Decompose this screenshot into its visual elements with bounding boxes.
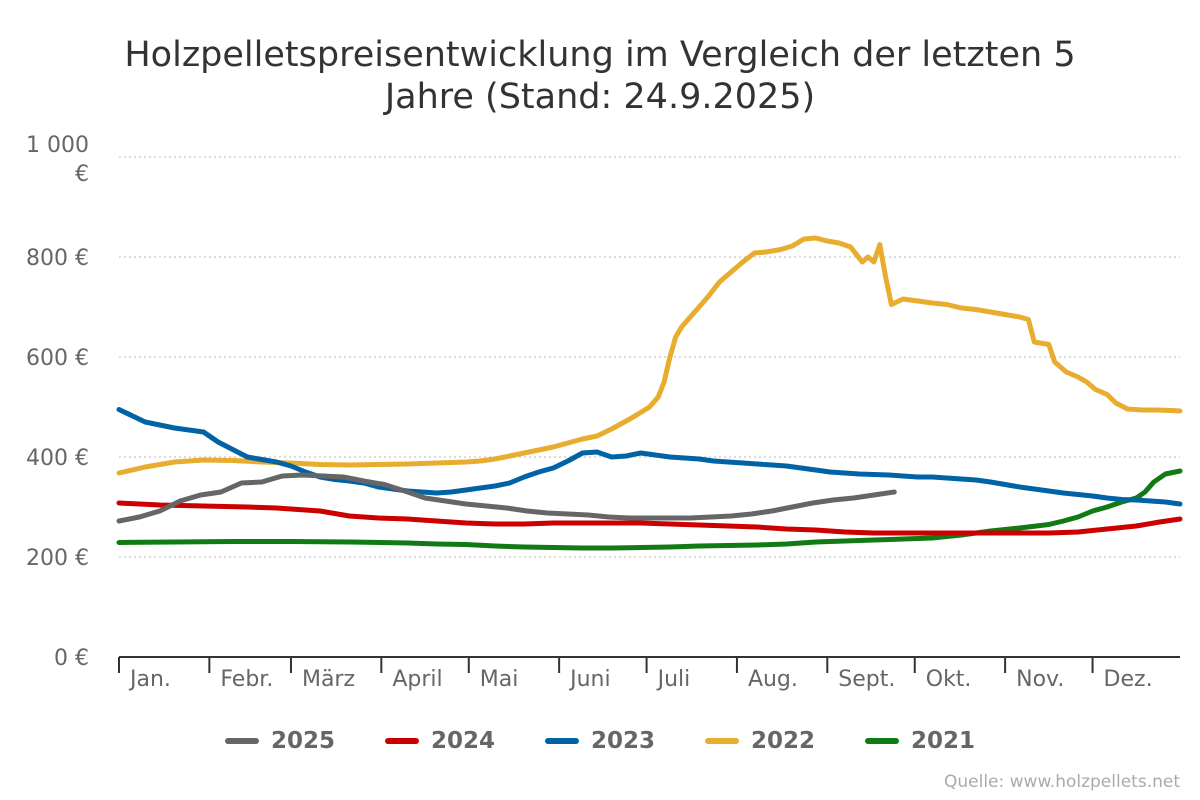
- x-axis: Jan. Febr. März April Mai Juni Juli Aug. Sept. Ok…: [118, 656, 1180, 692]
- x-tick-label: Juni: [568, 667, 611, 692]
- x-tick-label: Jan.: [128, 667, 171, 692]
- legend-swatch: [705, 738, 739, 744]
- legend-item-2021[interactable]: 2021: [865, 728, 975, 754]
- legend: 2025 2024 2023 2022 2021: [0, 728, 1200, 754]
- x-tick-label: Mai: [480, 667, 519, 692]
- x-tick-label: Nov.: [1016, 667, 1064, 692]
- x-tick-label: Febr.: [220, 667, 273, 692]
- y-tick-label: 800 €: [26, 246, 89, 271]
- series-line-2022: [116, 235, 1183, 476]
- legend-swatch: [544, 738, 579, 744]
- chart-title: Holzpelletspreisentwicklung im Vergleich…: [124, 35, 1076, 117]
- legend-item-2023[interactable]: 2023: [544, 728, 655, 754]
- legend-swatch: [384, 738, 419, 744]
- series-lines: [116, 235, 1183, 551]
- x-tick-label: Dez.: [1104, 667, 1153, 692]
- y-axis-tick-labels: 0 € 200 € 400 € 600 € 800 € 1 000 €: [26, 133, 89, 671]
- legend-item-2022[interactable]: 2022: [705, 728, 815, 754]
- grid-lines: [119, 156, 1180, 558]
- x-tick-label: April: [392, 667, 442, 692]
- x-tick-label: März: [302, 667, 355, 692]
- x-tick-label: Juli: [656, 667, 691, 692]
- legend-item-2024[interactable]: 2024: [384, 728, 495, 754]
- legend-swatch: [224, 738, 259, 744]
- series-line-2021: [116, 468, 1183, 551]
- y-tick-label: 600 €: [26, 346, 89, 371]
- y-tick-label: 400 €: [26, 446, 89, 471]
- legend-swatch: [865, 738, 900, 744]
- legend-label: 2023: [590, 728, 655, 754]
- x-tick-label: Sept.: [838, 667, 895, 692]
- y-tick-label: 0 €: [54, 646, 89, 671]
- source-note: Quelle: www.holzpellets.net: [943, 772, 1180, 792]
- series-line-2024: [116, 500, 1183, 536]
- legend-label: 2021: [911, 728, 976, 754]
- legend-item-2025[interactable]: 2025: [224, 728, 335, 754]
- legend-label: 2022: [751, 728, 816, 754]
- y-tick-label: 1 000 €: [26, 133, 89, 187]
- y-tick-label: 200 €: [26, 546, 89, 571]
- legend-label: 2024: [430, 728, 495, 754]
- legend-label: 2025: [270, 728, 335, 754]
- series-line-2025: [116, 472, 897, 524]
- x-tick-label: Aug.: [748, 667, 798, 692]
- x-tick-label: Okt.: [926, 667, 972, 692]
